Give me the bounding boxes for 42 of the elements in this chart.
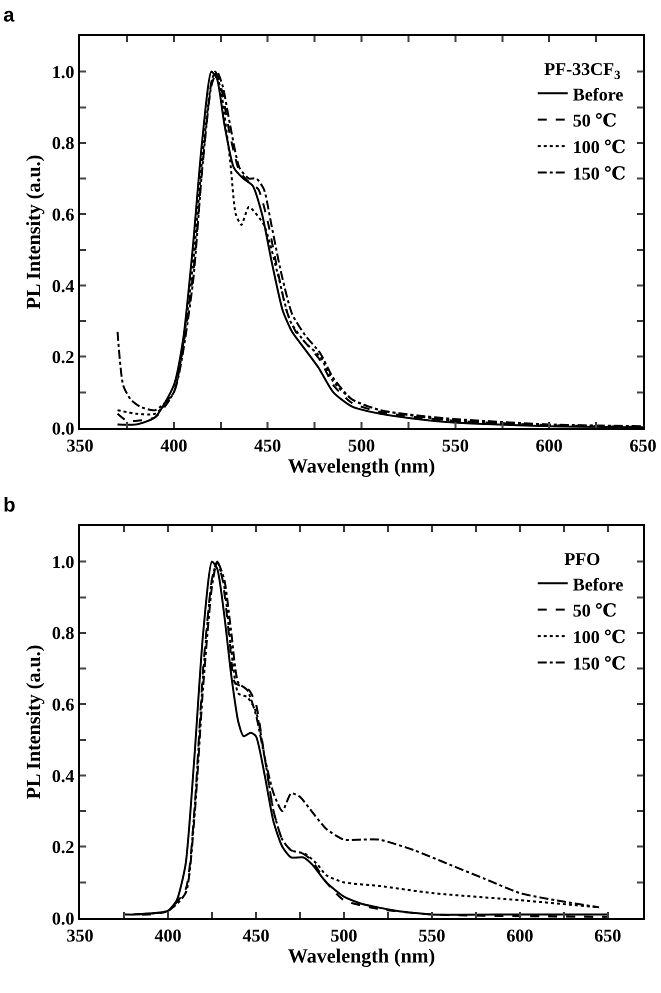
x-axis-title: Wavelength (nm): [288, 456, 436, 478]
legend-label: 100 ℃: [572, 627, 626, 648]
x-tick-label: 600: [506, 926, 534, 946]
legend-title: PF-33CF$_{3}$: [544, 59, 620, 82]
y-tick-label: 1.0: [52, 552, 74, 572]
x-tick-label: 600: [536, 436, 563, 456]
y-tick-label: 0.2: [52, 347, 74, 368]
legend-title: PFO: [564, 549, 600, 570]
legend-label: 50 ℃: [572, 600, 617, 621]
x-tick-label: 400: [160, 436, 188, 456]
legend-label: Before: [572, 574, 624, 594]
y-tick-label: 0.8: [52, 623, 74, 644]
x-tick-label: 350: [66, 436, 94, 456]
x-tick-label: 650: [594, 926, 622, 946]
x-tick-label: 400: [154, 926, 182, 946]
y-tick-label: 0.0: [52, 908, 74, 928]
y-tick-label: 0.8: [52, 133, 74, 154]
chart-title: b: [3, 494, 16, 516]
y-axis-title: PL Intensity (a.u.): [22, 154, 45, 310]
chart-title: a: [3, 4, 16, 26]
x-tick-label: 550: [442, 436, 469, 456]
x-tick-label: 500: [348, 436, 375, 456]
y-tick-label: 0.6: [52, 204, 74, 224]
legend-label: 50 ℃: [572, 110, 617, 131]
legend-label: 100 ℃: [572, 137, 626, 158]
y-tick-label: 0.6: [52, 694, 74, 714]
x-tick-label: 450: [254, 436, 282, 456]
legend-label: 150 ℃: [572, 654, 626, 674]
x-tick-label: 650: [630, 436, 656, 456]
legend-label: 150 ℃: [572, 164, 626, 184]
y-tick-label: 1.0: [52, 62, 74, 82]
y-tick-label: 0.0: [52, 418, 74, 438]
y-tick-label: 0.2: [52, 837, 74, 858]
x-tick-label: 350: [66, 926, 94, 946]
x-tick-label: 450: [242, 926, 270, 946]
y-tick-label: 0.4: [52, 766, 74, 786]
y-tick-label: 0.4: [52, 276, 74, 296]
x-axis-title: Wavelength (nm): [288, 946, 436, 968]
x-tick-label: 550: [418, 926, 446, 946]
legend-label: Before: [572, 84, 624, 104]
y-axis-title: PL Intensity (a.u.): [22, 644, 45, 800]
x-tick-label: 500: [330, 926, 358, 946]
